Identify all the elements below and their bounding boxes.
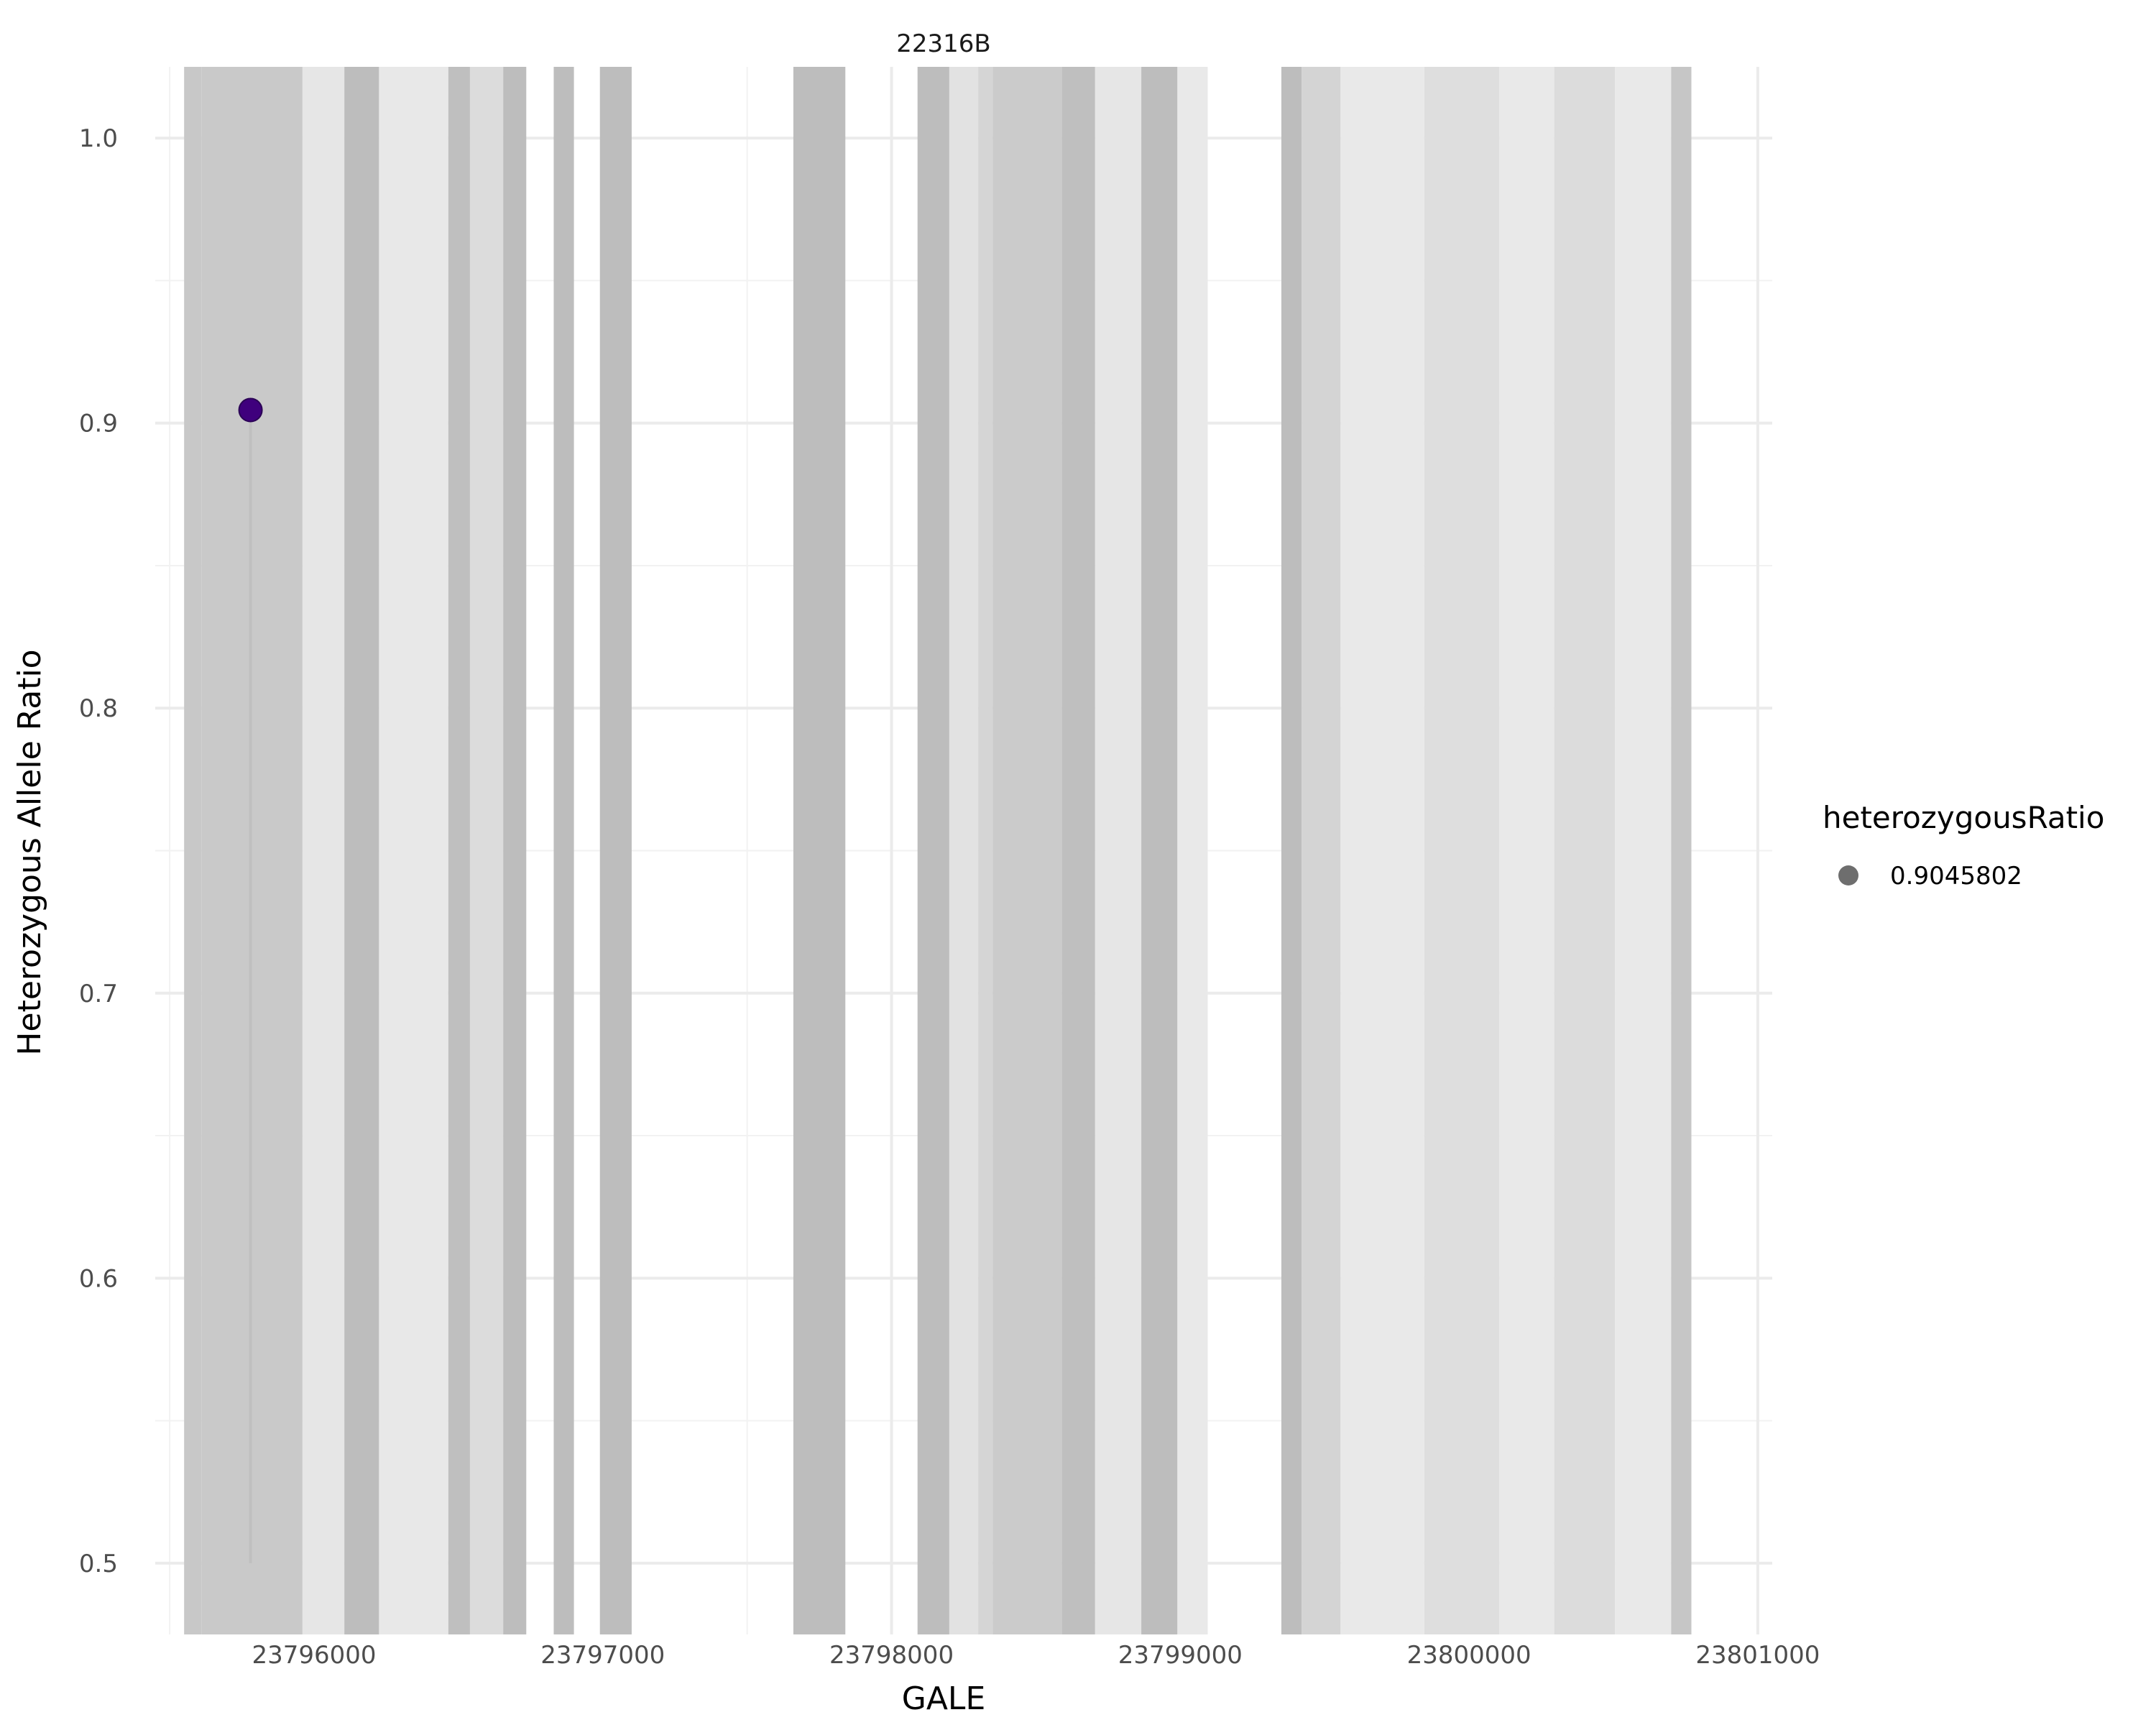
legend-entry-label: 0.9045802 bbox=[1890, 862, 2022, 891]
y-tick-label: 0.9 bbox=[79, 410, 118, 438]
region-band bbox=[917, 67, 949, 1634]
y-tick-label: 1.0 bbox=[79, 124, 118, 153]
x-axis-title: GALE bbox=[902, 1680, 986, 1717]
y-tick-label: 0.8 bbox=[79, 694, 118, 723]
region-band bbox=[302, 67, 345, 1634]
gene-region-bands bbox=[184, 67, 1692, 1634]
region-band bbox=[1671, 67, 1692, 1634]
region-band bbox=[1424, 67, 1500, 1634]
region-band bbox=[448, 67, 470, 1634]
region-band bbox=[1615, 67, 1672, 1634]
region-band bbox=[949, 67, 979, 1634]
region-band bbox=[978, 67, 993, 1634]
region-band bbox=[553, 67, 574, 1634]
y-axis-title: Heterozygous Allele Ratio bbox=[11, 649, 48, 1055]
y-tick-label: 0.5 bbox=[79, 1550, 118, 1578]
region-band bbox=[1554, 67, 1616, 1634]
y-tick-label: 0.6 bbox=[79, 1264, 118, 1293]
region-band bbox=[344, 67, 379, 1634]
region-band bbox=[793, 67, 846, 1634]
data-points bbox=[238, 397, 263, 423]
region-band bbox=[379, 67, 448, 1634]
x-tick-label: 23797000 bbox=[540, 1641, 665, 1670]
region-band bbox=[1499, 67, 1554, 1634]
region-band bbox=[599, 67, 632, 1634]
legend-key-circle bbox=[1838, 865, 1858, 886]
x-tick-label: 23798000 bbox=[829, 1641, 954, 1670]
region-band bbox=[469, 67, 504, 1634]
region-band bbox=[503, 67, 527, 1634]
region-band bbox=[1302, 67, 1341, 1634]
region-band bbox=[1095, 67, 1142, 1634]
region-band bbox=[992, 67, 1062, 1634]
region-band bbox=[1340, 67, 1424, 1634]
x-tick-label: 23800000 bbox=[1407, 1641, 1531, 1670]
region-band bbox=[1281, 67, 1302, 1634]
data-point bbox=[238, 397, 263, 423]
x-axis-tick-labels: 23796000 23797000 23798000 23799000 23800000… bbox=[252, 1641, 1820, 1670]
region-band bbox=[1177, 67, 1208, 1634]
region-band bbox=[1061, 67, 1095, 1634]
x-tick-label: 23799000 bbox=[1118, 1641, 1243, 1670]
region-band bbox=[201, 67, 303, 1634]
x-tick-label: 23796000 bbox=[252, 1641, 376, 1670]
region-band bbox=[184, 67, 202, 1634]
region-band bbox=[1141, 67, 1178, 1634]
y-tick-label: 0.7 bbox=[79, 980, 118, 1008]
y-axis-tick-labels: 0.5 0.6 0.7 0.8 0.9 1.0 bbox=[79, 124, 118, 1578]
x-tick-label: 23801000 bbox=[1695, 1641, 1820, 1670]
chart-title: 22316B bbox=[896, 29, 990, 58]
legend: heterozygousRatio 0.9045802 bbox=[1823, 800, 2104, 891]
legend-title: heterozygousRatio bbox=[1823, 800, 2104, 835]
